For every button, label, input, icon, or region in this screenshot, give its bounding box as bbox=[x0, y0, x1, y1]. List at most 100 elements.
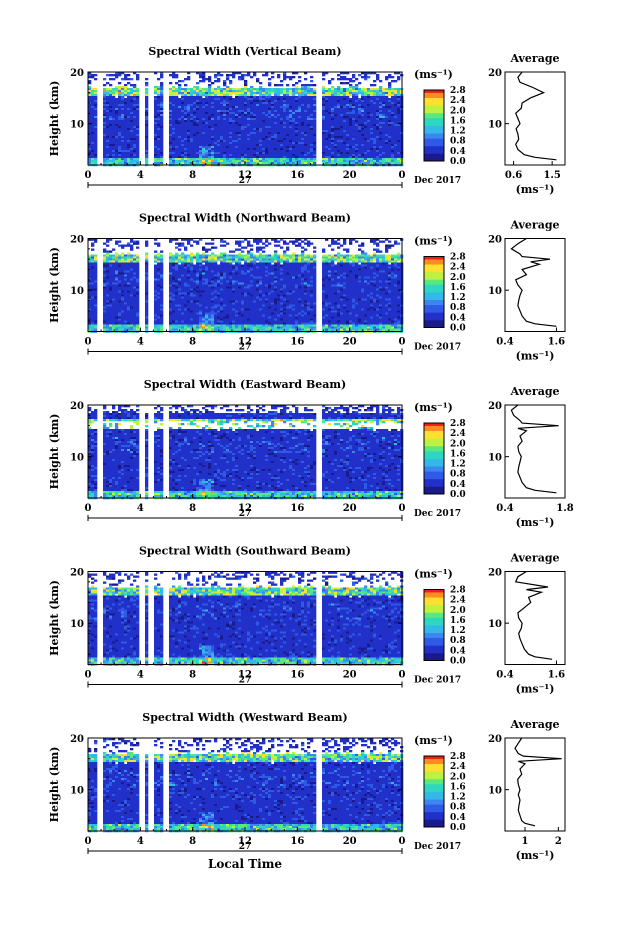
heatmap-cell bbox=[133, 294, 137, 297]
heatmap-cell bbox=[112, 318, 116, 321]
heatmap-cell bbox=[202, 106, 206, 109]
heatmap-cell bbox=[292, 90, 296, 93]
heatmap-cell bbox=[106, 150, 110, 153]
heatmap-cell bbox=[202, 112, 206, 115]
heatmap-cell bbox=[310, 140, 314, 143]
heatmap-cell bbox=[232, 112, 236, 115]
heatmap-cell bbox=[88, 86, 92, 89]
heatmap-cell bbox=[298, 142, 302, 145]
heatmap-cell bbox=[103, 134, 107, 137]
heatmap-cell bbox=[91, 118, 95, 121]
heatmap-cell bbox=[112, 74, 116, 77]
heatmap-cell bbox=[202, 124, 206, 127]
heatmap-cell bbox=[127, 242, 131, 245]
colorbar-segment bbox=[424, 97, 444, 101]
heatmap-cell bbox=[313, 152, 317, 155]
heatmap-cell bbox=[220, 108, 224, 111]
heatmap-cell bbox=[157, 288, 161, 291]
heatmap-cell bbox=[325, 156, 329, 159]
heatmap-cell bbox=[106, 274, 110, 277]
heatmap-cell bbox=[370, 152, 374, 155]
heatmap-cell bbox=[115, 108, 119, 111]
heatmap-cell bbox=[268, 110, 272, 113]
heatmap-cell bbox=[229, 128, 233, 131]
heatmap-cell bbox=[295, 100, 299, 103]
heatmap-cell bbox=[274, 102, 278, 105]
heatmap-cell bbox=[106, 116, 110, 119]
heatmap-cell bbox=[391, 162, 395, 165]
heatmap-cell bbox=[283, 72, 287, 75]
heatmap-cell bbox=[91, 320, 95, 323]
heatmap-cell bbox=[340, 152, 344, 155]
heatmap-cell bbox=[205, 144, 209, 147]
heatmap-cell bbox=[124, 256, 128, 259]
heatmap-cell bbox=[277, 106, 281, 109]
heatmap-cell bbox=[307, 130, 311, 133]
heatmap-cell bbox=[103, 156, 107, 159]
heatmap-cell bbox=[91, 128, 95, 131]
heatmap-cell bbox=[277, 132, 281, 135]
heatmap-cell bbox=[133, 272, 137, 275]
heatmap-cell bbox=[193, 92, 197, 95]
heatmap-cell bbox=[115, 154, 119, 157]
heatmap-cell bbox=[325, 114, 329, 117]
heatmap-cell bbox=[136, 318, 140, 321]
heatmap-cell bbox=[190, 138, 194, 141]
heatmap-cell bbox=[121, 160, 125, 163]
heatmap-cell bbox=[268, 138, 272, 141]
panel-title: Spectral Width (Northward Beam) bbox=[139, 212, 351, 225]
heatmap-cell bbox=[130, 154, 134, 157]
heatmap-cell bbox=[172, 314, 176, 317]
heatmap-cell bbox=[367, 92, 371, 95]
heatmap-cell bbox=[220, 144, 224, 147]
heatmap-cell bbox=[187, 88, 191, 91]
heatmap-cell bbox=[331, 162, 335, 165]
heatmap-cell bbox=[382, 118, 386, 121]
heatmap-cell bbox=[133, 134, 137, 137]
heatmap-cell bbox=[91, 258, 95, 261]
heatmap-cell bbox=[286, 134, 290, 137]
heatmap-cell bbox=[133, 108, 137, 111]
heatmap-cell bbox=[145, 306, 149, 309]
heatmap-cell bbox=[115, 320, 119, 323]
heatmap-cell bbox=[244, 142, 248, 145]
heatmap-cell bbox=[106, 142, 110, 145]
heatmap-cell bbox=[280, 98, 284, 101]
heatmap-cell bbox=[208, 132, 212, 135]
heatmap-cell bbox=[154, 72, 158, 75]
heatmap-cell bbox=[160, 134, 164, 137]
heatmap-cell bbox=[292, 158, 296, 161]
heatmap-cell bbox=[259, 136, 263, 139]
heatmap-cell bbox=[337, 94, 341, 97]
heatmap-cell bbox=[271, 162, 275, 165]
heatmap-cell bbox=[205, 152, 209, 155]
heatmap-cell bbox=[244, 146, 248, 149]
heatmap-cell bbox=[394, 80, 398, 83]
heatmap-cell bbox=[121, 136, 125, 139]
heatmap-cell bbox=[250, 88, 254, 91]
heatmap-cell bbox=[325, 72, 329, 75]
heatmap-cell bbox=[376, 100, 380, 103]
heatmap-cell bbox=[160, 132, 164, 135]
heatmap-cell bbox=[130, 328, 134, 331]
heatmap-cell bbox=[106, 88, 110, 91]
heatmap-cell bbox=[88, 142, 92, 145]
heatmap-cell bbox=[178, 288, 182, 291]
heatmap-cell bbox=[172, 322, 176, 325]
heatmap-cell bbox=[334, 92, 338, 95]
heatmap-cell bbox=[253, 158, 257, 161]
heatmap-cell bbox=[343, 78, 347, 81]
heatmap-cell bbox=[283, 118, 287, 121]
heatmap-cell bbox=[109, 98, 113, 101]
heatmap-cell bbox=[121, 102, 125, 105]
heatmap-cell bbox=[109, 84, 113, 87]
heatmap-cell bbox=[172, 74, 176, 77]
heatmap-cell bbox=[253, 100, 257, 103]
heatmap-cell bbox=[88, 98, 92, 101]
heatmap-cell bbox=[268, 128, 272, 131]
heatmap-cell bbox=[175, 112, 179, 115]
heatmap-cell bbox=[340, 128, 344, 131]
heatmap-cell bbox=[286, 158, 290, 161]
heatmap-cell bbox=[172, 94, 176, 97]
heatmap-cell bbox=[109, 324, 113, 327]
